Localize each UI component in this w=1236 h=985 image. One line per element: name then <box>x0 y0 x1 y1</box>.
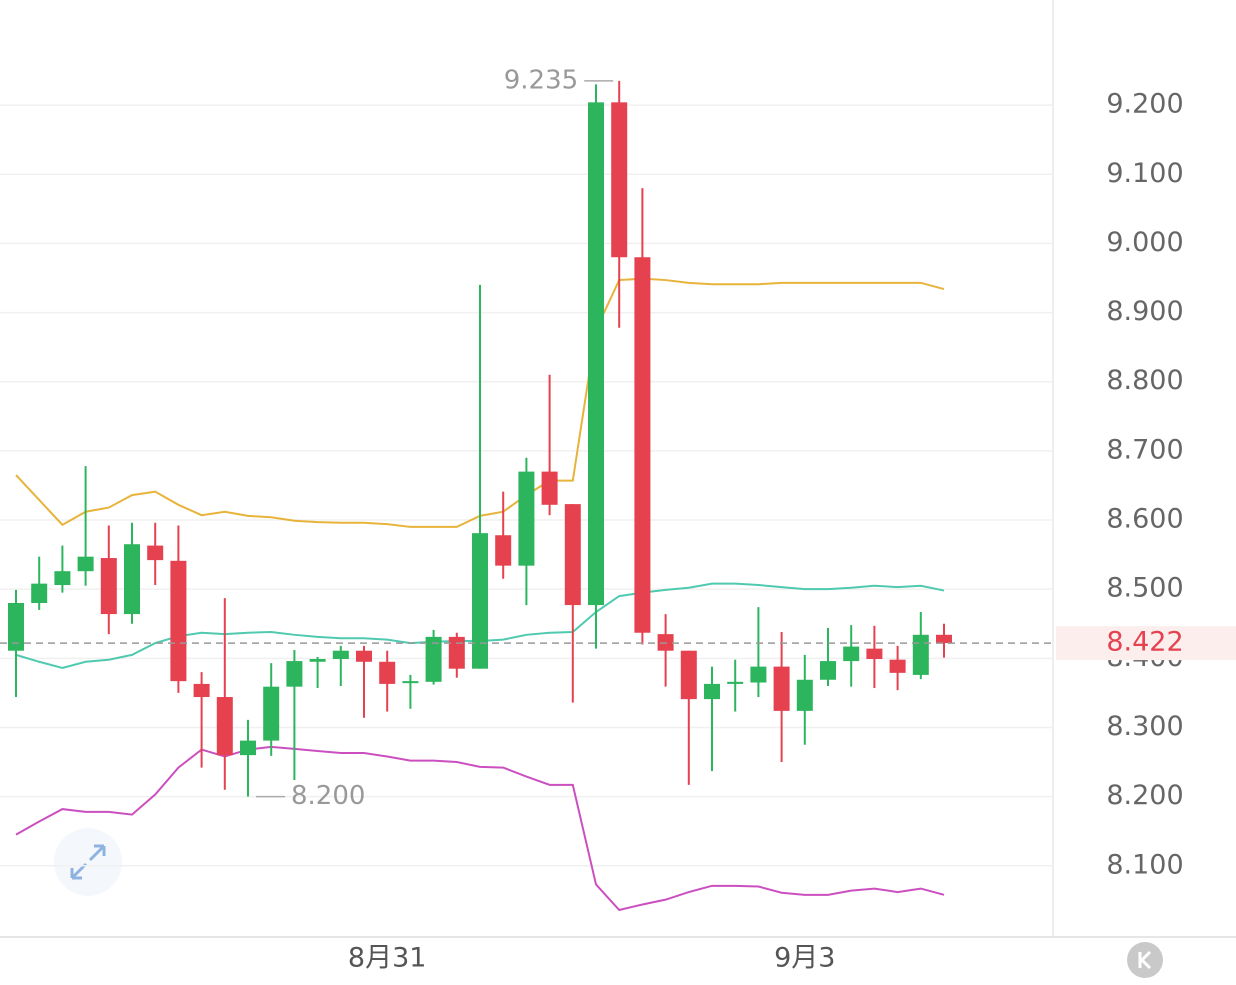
candle-body <box>193 683 210 698</box>
candle-body <box>611 102 628 258</box>
y-tick-label: 9.000 <box>1106 227 1183 258</box>
y-tick-label: 9.100 <box>1106 158 1183 189</box>
candle-body <box>425 636 442 682</box>
candle-body <box>564 504 581 606</box>
candle-body <box>588 102 604 606</box>
candle-body <box>31 583 48 603</box>
y-tick-label: 8.900 <box>1106 296 1183 327</box>
annotation-label: 8.200 <box>291 781 365 811</box>
y-tick-label: 8.200 <box>1106 780 1183 811</box>
candle-body <box>541 471 558 505</box>
last-price-bg <box>1056 626 1236 661</box>
candle-body <box>263 686 280 741</box>
candle-body <box>518 471 535 566</box>
candle-body <box>240 740 256 756</box>
y-tick-label: 8.500 <box>1106 573 1183 604</box>
annotation-label: 9.235 <box>504 65 578 95</box>
candle-body <box>936 634 952 644</box>
x-tick-label: 9月3 <box>774 943 835 974</box>
candle-body <box>773 666 790 711</box>
candle-body <box>77 556 94 572</box>
last-price-label: 8.422 <box>1106 627 1183 658</box>
expand-icon <box>70 844 106 880</box>
candle-body <box>356 650 372 662</box>
candle-body <box>170 560 187 682</box>
k-button[interactable] <box>1127 942 1163 978</box>
candle-body <box>147 545 164 561</box>
expand-button[interactable] <box>54 828 122 896</box>
candle-body <box>379 661 396 684</box>
candle-body <box>889 659 906 673</box>
candle-body <box>820 661 836 680</box>
candle-body <box>216 697 233 756</box>
candle-body <box>54 571 71 586</box>
candle-body <box>124 544 140 615</box>
candle-body <box>680 650 697 700</box>
candle-body <box>309 659 326 662</box>
y-tick-label: 8.300 <box>1106 711 1183 742</box>
candle-body <box>634 257 651 633</box>
y-tick-label: 8.700 <box>1106 434 1183 465</box>
candle-body <box>866 648 883 660</box>
candles <box>8 80 952 797</box>
y-tick-label: 8.800 <box>1106 365 1183 396</box>
candle-body <box>704 683 720 700</box>
y-tick-label: 8.100 <box>1106 849 1183 880</box>
candle-body <box>843 646 860 662</box>
candle-body <box>796 679 813 711</box>
candle-body <box>727 681 744 684</box>
candle-body <box>472 533 488 669</box>
k-icon <box>1138 950 1152 970</box>
candle-body <box>495 535 512 566</box>
y-tick-label: 8.600 <box>1106 504 1183 535</box>
candle-body <box>8 602 24 651</box>
k-bg <box>1127 942 1163 978</box>
candle-body <box>750 666 767 683</box>
candle-body <box>402 681 419 684</box>
x-tick-label: 8月31 <box>348 943 427 974</box>
candle-body <box>100 558 117 615</box>
expand-bg <box>54 828 122 896</box>
y-tick-label: 9.200 <box>1106 89 1183 120</box>
candle-body <box>286 661 303 687</box>
candle-body <box>448 636 465 669</box>
candle-body <box>912 634 929 675</box>
candle-body <box>332 650 349 660</box>
band-line <box>15 745 945 912</box>
